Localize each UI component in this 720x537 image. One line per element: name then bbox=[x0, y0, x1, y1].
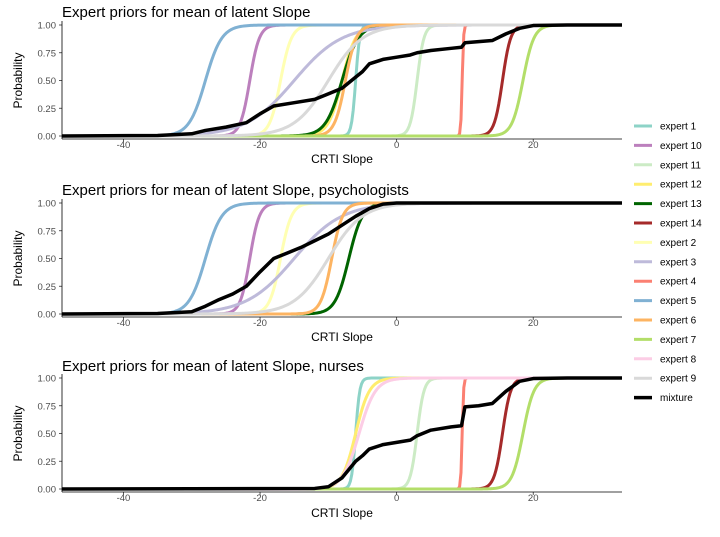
x-tick-label: -40 bbox=[117, 493, 131, 504]
legend: expert 1 expert 10 expert 11 expert 12 exper… bbox=[634, 122, 702, 404]
panel-2: Expert priors for mean of latent Slope, … bbox=[11, 182, 622, 344]
series-group bbox=[62, 201, 622, 316]
y-tick-label: 0.75 bbox=[38, 48, 57, 59]
y-tick-label: 0.00 bbox=[38, 132, 57, 143]
y-tick-label: 0.50 bbox=[38, 254, 57, 265]
y-tick-label: 0.50 bbox=[38, 76, 57, 87]
series-mixture bbox=[62, 376, 622, 491]
x-tick-label: 20 bbox=[528, 493, 539, 504]
y-tick-label: 0.25 bbox=[38, 457, 57, 468]
panel-3: Expert priors for mean of latent Slope, … bbox=[11, 358, 622, 520]
x-axis-title: CRTI Slope bbox=[311, 330, 373, 344]
legend-label: expert 7 bbox=[660, 335, 697, 346]
legend-label: expert 14 bbox=[660, 219, 702, 230]
y-tick-label: 0.25 bbox=[38, 104, 57, 115]
y-axis-title: Probability bbox=[11, 405, 25, 461]
legend-label: expert 4 bbox=[660, 277, 697, 288]
series-expert-8 bbox=[62, 376, 622, 491]
legend-label: expert 9 bbox=[660, 374, 697, 385]
legend-item: expert 10 bbox=[634, 141, 702, 152]
x-tick-label: 20 bbox=[528, 140, 539, 151]
legend-label: mixture bbox=[660, 393, 693, 404]
legend-label: expert 12 bbox=[660, 180, 702, 191]
series-expert-1 bbox=[62, 376, 622, 491]
x-tick-label: 20 bbox=[528, 318, 539, 329]
y-tick-label: 0.50 bbox=[38, 429, 57, 440]
y-tick-label: 0.25 bbox=[38, 282, 57, 293]
legend-label: expert 11 bbox=[660, 160, 701, 171]
legend-item: expert 14 bbox=[634, 219, 702, 230]
x-tick-label: -40 bbox=[117, 318, 131, 329]
legend-label: expert 13 bbox=[660, 199, 702, 210]
legend-label: expert 8 bbox=[660, 354, 697, 365]
legend-label: expert 6 bbox=[660, 316, 697, 327]
legend-item: expert 4 bbox=[634, 277, 697, 288]
legend-item: expert 2 bbox=[634, 238, 697, 249]
y-axis-title: Probability bbox=[11, 230, 25, 286]
x-tick-label: -40 bbox=[117, 140, 131, 151]
legend-item: expert 6 bbox=[634, 316, 697, 327]
series-mixture bbox=[62, 23, 622, 138]
legend-item: expert 7 bbox=[634, 335, 697, 346]
y-axis-title: Probability bbox=[11, 52, 25, 108]
series-expert-6 bbox=[62, 201, 622, 316]
legend-label: expert 5 bbox=[660, 296, 697, 307]
x-tick-label: -20 bbox=[253, 493, 267, 504]
legend-label: expert 2 bbox=[660, 238, 697, 249]
series-mixture bbox=[62, 201, 622, 316]
legend-item: expert 3 bbox=[634, 257, 697, 268]
series-expert-12 bbox=[62, 376, 622, 491]
legend-item: expert 11 bbox=[634, 160, 701, 171]
x-tick-label: 0 bbox=[394, 493, 399, 504]
x-axis-title: CRTI Slope bbox=[311, 506, 373, 520]
panel-1: Expert priors for mean of latent Slope 0.… bbox=[11, 4, 622, 166]
y-tick-label: 0.00 bbox=[38, 310, 57, 321]
series-expert-4 bbox=[62, 376, 622, 491]
x-tick-label: -20 bbox=[253, 318, 267, 329]
legend-item: expert 13 bbox=[634, 199, 702, 210]
series-group bbox=[62, 23, 622, 138]
chart-title: Expert priors for mean of latent Slope bbox=[62, 4, 310, 21]
y-tick-label: 1.00 bbox=[38, 21, 57, 32]
y-tick-label: 0.00 bbox=[38, 485, 57, 496]
chart-title: Expert priors for mean of latent Slope, … bbox=[62, 182, 409, 199]
legend-label: expert 10 bbox=[660, 141, 702, 152]
chart-title: Expert priors for mean of latent Slope, … bbox=[62, 358, 364, 375]
series-expert-13 bbox=[62, 23, 622, 138]
y-tick-label: 1.00 bbox=[38, 374, 57, 385]
x-tick-label: 0 bbox=[394, 140, 399, 151]
series-expert-11 bbox=[62, 376, 622, 491]
legend-item: mixture bbox=[634, 393, 693, 404]
legend-item: expert 9 bbox=[634, 374, 697, 385]
series-group bbox=[62, 376, 622, 491]
x-tick-label: -20 bbox=[253, 140, 267, 151]
legend-item: expert 12 bbox=[634, 180, 702, 191]
legend-item: expert 8 bbox=[634, 354, 697, 365]
y-tick-label: 1.00 bbox=[38, 199, 57, 210]
legend-label: expert 1 bbox=[660, 122, 697, 133]
series-expert-7 bbox=[62, 376, 622, 491]
legend-item: expert 5 bbox=[634, 296, 697, 307]
legend-label: expert 3 bbox=[660, 257, 697, 268]
y-tick-label: 0.75 bbox=[38, 226, 57, 237]
y-tick-label: 0.75 bbox=[38, 401, 57, 412]
x-axis-title: CRTI Slope bbox=[311, 152, 373, 166]
series-expert-14 bbox=[62, 376, 622, 491]
x-tick-label: 0 bbox=[394, 318, 399, 329]
legend-item: expert 1 bbox=[634, 122, 697, 133]
